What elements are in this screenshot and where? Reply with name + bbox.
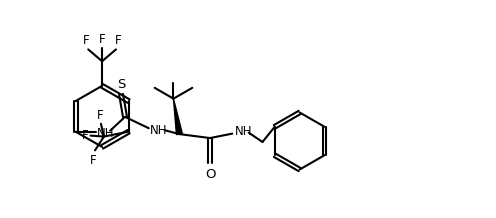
Text: F: F <box>90 154 96 167</box>
Text: NH: NH <box>235 125 253 138</box>
Text: F: F <box>82 34 89 48</box>
Text: F: F <box>97 109 103 122</box>
Text: NH: NH <box>97 127 114 140</box>
Text: O: O <box>205 168 215 181</box>
Text: NH: NH <box>150 124 168 137</box>
Text: S: S <box>117 78 125 91</box>
Text: F: F <box>99 34 106 46</box>
Text: F: F <box>115 34 122 48</box>
Polygon shape <box>174 99 183 135</box>
Text: F: F <box>81 129 88 142</box>
